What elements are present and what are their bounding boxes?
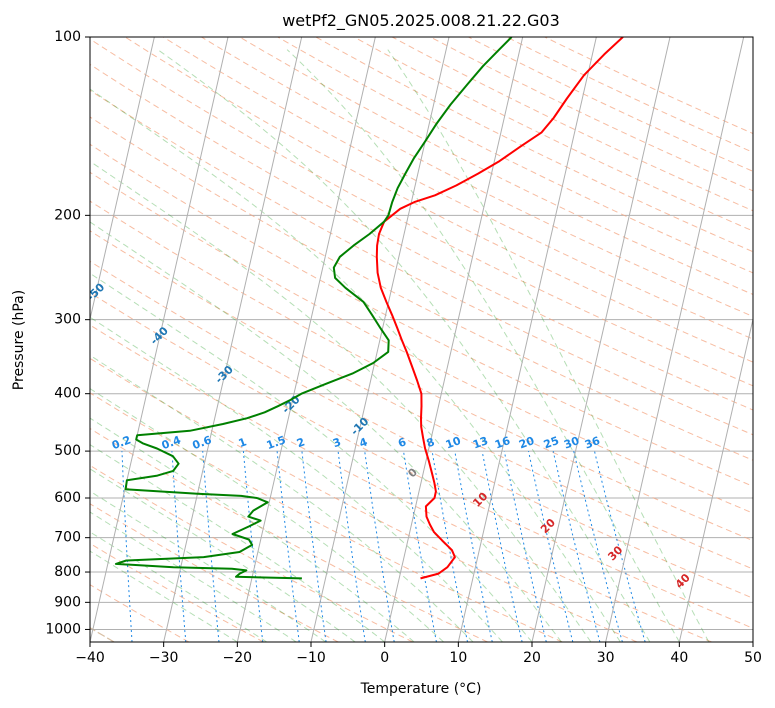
moist-adiabat-line <box>90 388 444 642</box>
mixing-ratio-line <box>454 451 493 642</box>
y-tick-label: 300 <box>54 312 81 328</box>
mixing-ratio-label: 10 <box>444 434 463 452</box>
isotherm-line <box>236 37 376 642</box>
dry-adiabat-line <box>90 464 414 642</box>
x-tick-label: 10 <box>449 650 467 666</box>
temperature-profile-line <box>375 37 624 580</box>
mixing-ratio-label: 8 <box>425 435 437 450</box>
mixing-ratio-line <box>528 450 574 642</box>
y-tick-label: 100 <box>54 29 81 45</box>
profiles <box>114 37 624 580</box>
dry-adiabat-line <box>90 584 190 642</box>
mixing-ratio-label: 3 <box>331 435 343 450</box>
isotherm-line <box>531 37 671 642</box>
dry-adiabat-line <box>90 324 712 642</box>
x-tick-label: −30 <box>149 650 179 666</box>
moist-adiabat-line <box>90 550 238 642</box>
chart-title: wetPf2_GN05.2025.008.21.22.G03 <box>282 11 560 31</box>
mixing-ratio-label: 16 <box>493 434 512 452</box>
isotherm-line <box>457 37 597 642</box>
isotherm-line <box>678 316 753 642</box>
mixing-ratio-label: 36 <box>583 434 602 452</box>
dry-adiabat-line <box>162 37 753 340</box>
mixing-ratio-label: 2 <box>295 435 307 450</box>
y-tick-label: 400 <box>54 386 81 402</box>
y-tick-label: 500 <box>54 443 81 459</box>
x-tick-label: 30 <box>597 650 615 666</box>
isotherm-line <box>90 37 155 322</box>
y-tick-label: 900 <box>54 594 81 610</box>
moist-adiabat-line <box>90 490 326 642</box>
mixing-ratio-label: 0.2 <box>110 433 133 452</box>
isotherm-line <box>384 37 524 642</box>
mixing-ratio-label: 20 <box>517 434 536 452</box>
dry-adiabat-line <box>90 38 753 387</box>
moist-adiabat-line <box>90 316 503 642</box>
moist-adiabat-line <box>90 160 592 642</box>
x-tick-label: −20 <box>223 650 253 666</box>
moist-adiabat-line <box>90 221 562 642</box>
isotherm-line <box>310 37 450 642</box>
dry-adiabat-line <box>90 63 753 411</box>
dry-adiabat-line <box>90 503 339 642</box>
x-tick-label: 20 <box>523 650 541 666</box>
y-tick-label: 600 <box>54 490 81 506</box>
background-lines <box>90 37 753 642</box>
moist-adiabat-line <box>286 49 680 642</box>
axes: −40 −30 −20 −10 0 10 20 30 40 5010020030040050060… <box>45 29 762 666</box>
y-axis-title: Pressure (hPa) <box>11 290 27 390</box>
dry-adiabat-line <box>90 171 753 514</box>
mixing-ratio-label: 4 <box>358 435 370 450</box>
y-tick-label: 800 <box>54 564 81 580</box>
mixing-ratio-label: 1.5 <box>265 433 288 452</box>
dry-adiabat-line <box>90 143 753 487</box>
moist-adiabat-line <box>90 417 415 642</box>
mixing-ratio-label: 6 <box>396 435 408 450</box>
isotherm-line <box>163 37 303 642</box>
moist-adiabat-line <box>387 49 710 642</box>
dry-adiabat-line <box>90 260 753 599</box>
mixing-ratio-line <box>481 451 523 642</box>
moist-adiabat-line <box>90 272 533 642</box>
mixing-ratio-label: 25 <box>542 434 561 451</box>
mixing-ratio-line <box>573 450 623 642</box>
mixing-ratio-label: 13 <box>471 434 490 451</box>
mixing-ratio-line <box>431 451 468 642</box>
x-tick-label: 0 <box>380 650 389 666</box>
mixing-ratio-line <box>552 450 601 642</box>
x-tick-label: 50 <box>744 650 762 666</box>
plot-frame <box>89 36 754 643</box>
mixing-ratio-label: 1 <box>237 435 249 450</box>
dry-adiabat-line <box>90 357 638 642</box>
moist-adiabat-line <box>90 354 474 642</box>
dry-adiabat-line <box>201 37 753 318</box>
x-tick-label: 40 <box>670 650 688 666</box>
y-tick-label: 700 <box>54 530 81 546</box>
isotherm-line <box>90 37 229 642</box>
x-tick-label: −10 <box>296 650 326 666</box>
moist-adiabat-line <box>90 88 621 642</box>
mixing-ratio-label: 0.6 <box>191 433 214 452</box>
x-axis-title: Temperature (°C) <box>360 681 482 697</box>
mixing-ratio-label: 0.4 <box>160 433 183 452</box>
dry-adiabat-line <box>90 200 753 542</box>
mixing-ratio-label: 30 <box>562 434 581 452</box>
plot-area <box>90 37 753 642</box>
y-tick-label: 200 <box>54 207 81 223</box>
x-tick-label: −40 <box>75 650 105 666</box>
mixing-ratio-line <box>503 451 547 642</box>
dewpoint-profile-line <box>114 37 513 580</box>
moist-adiabat-line <box>90 531 268 642</box>
y-tick-label: 1000 <box>45 621 81 637</box>
isotherm-line <box>605 37 745 642</box>
dry-adiabat-line <box>90 116 753 461</box>
